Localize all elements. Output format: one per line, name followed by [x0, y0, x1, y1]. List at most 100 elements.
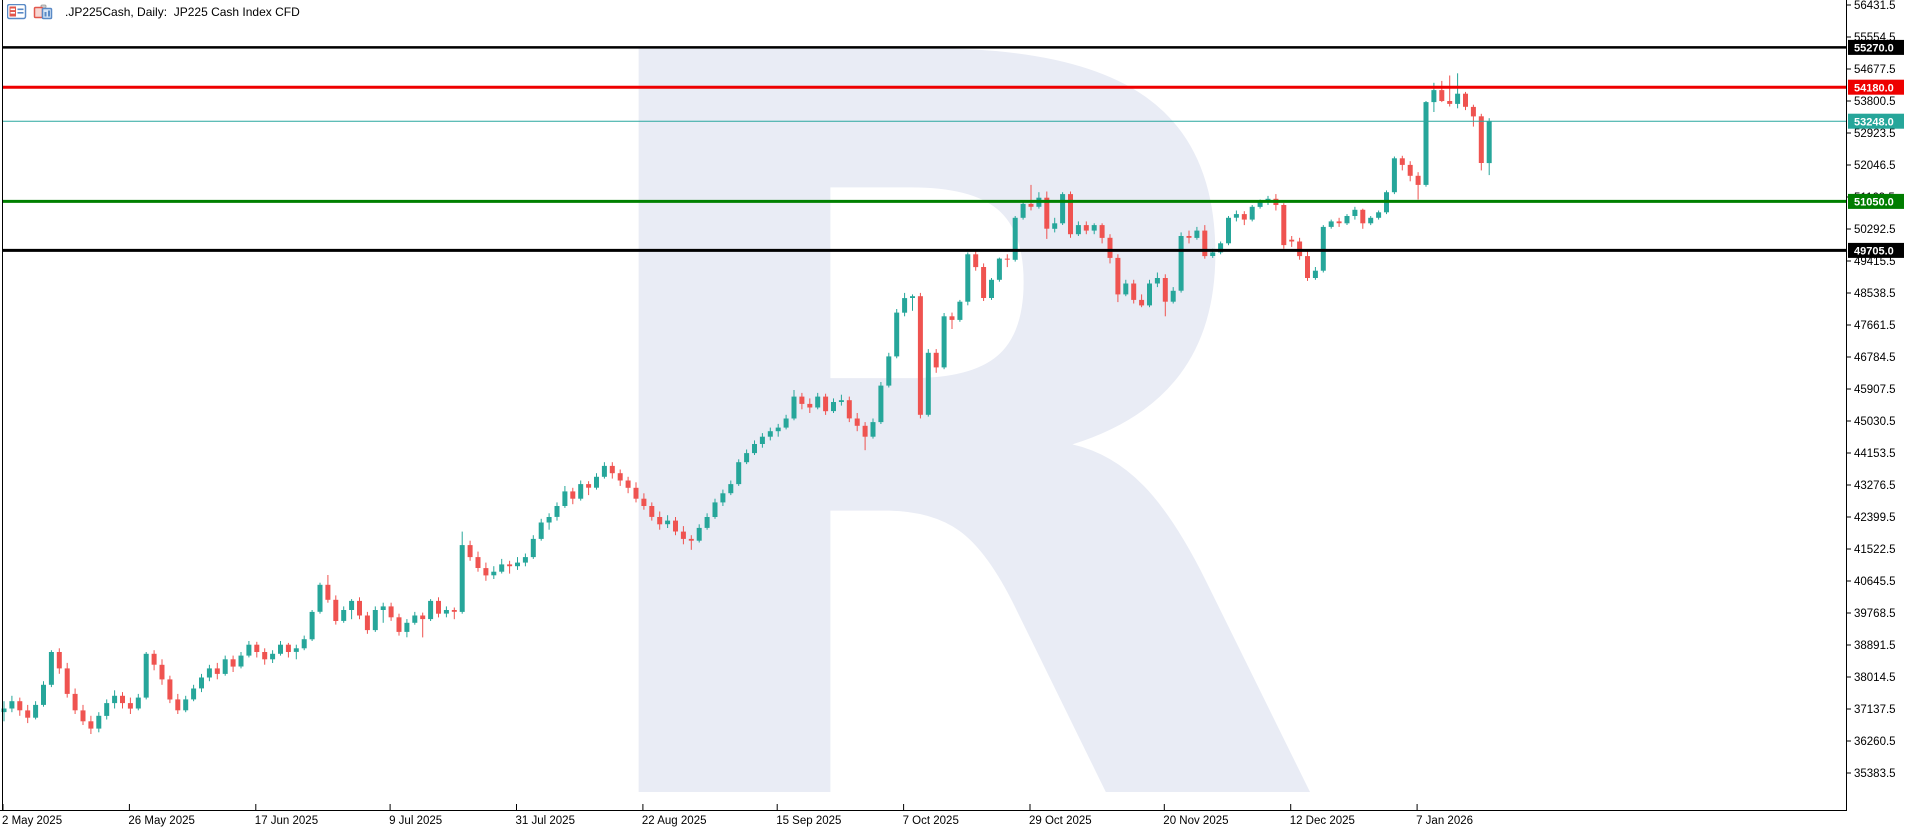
- candle-body: [1, 708, 7, 713]
- candle-body: [712, 502, 718, 517]
- candle-body: [649, 506, 655, 517]
- candle-body: [17, 701, 23, 711]
- candle-body: [862, 425, 868, 437]
- candle-body: [1107, 237, 1113, 258]
- candle-body: [1194, 230, 1200, 238]
- candle-body: [1178, 236, 1184, 291]
- candle-body: [1004, 258, 1010, 260]
- price-tick-label: 38891.5: [1854, 640, 1896, 652]
- price-badge-label: 49705.0: [1854, 246, 1894, 258]
- new-chart-icon[interactable]: [33, 4, 53, 20]
- price-tick-label: 36260.5: [1854, 736, 1896, 748]
- candle-body: [704, 517, 710, 528]
- candle-body: [570, 491, 576, 499]
- price-badge-current-price: [1848, 113, 1904, 129]
- candle-body: [309, 611, 315, 640]
- candle-body: [364, 615, 370, 631]
- time-tick-label: 20 Nov 2025: [1163, 815, 1228, 827]
- price-badge-resistance: [1848, 79, 1904, 95]
- candle-body: [783, 418, 789, 428]
- candle-body: [1075, 225, 1081, 235]
- candle-body: [175, 699, 181, 711]
- candle-body: [412, 615, 418, 623]
- candle-body: [870, 422, 876, 437]
- price-tick-label: 52923.5: [1854, 128, 1896, 140]
- price-badge-label: 55270.0: [1854, 43, 1894, 55]
- candle-body: [1305, 256, 1310, 278]
- candle-body: [48, 652, 54, 685]
- candle-body: [831, 402, 836, 412]
- candles: [1, 73, 1492, 734]
- price-tick-label: 48538.5: [1854, 288, 1896, 300]
- price-axis[interactable]: 56431.555554.554677.553800.552923.552046…: [1846, 0, 1896, 780]
- candle-wick: [382, 602, 384, 623]
- price-badge-support: [1848, 193, 1904, 209]
- candle-body: [206, 668, 212, 678]
- candle-body: [1470, 106, 1476, 117]
- candle-body: [33, 704, 39, 718]
- candle-body: [127, 703, 133, 709]
- candle-body: [199, 677, 204, 689]
- candle-body: [1320, 226, 1326, 271]
- candle-body: [317, 584, 323, 612]
- candle-body: [159, 664, 165, 680]
- candle-body: [1478, 116, 1484, 163]
- candle-body: [775, 427, 781, 432]
- price-tick-label: 56431.5: [1854, 0, 1896, 12]
- candle-body: [143, 653, 149, 698]
- candle-body: [1486, 121, 1492, 164]
- candle-wick: [1006, 254, 1008, 268]
- candle-body: [1186, 236, 1192, 238]
- candle-body: [1249, 206, 1255, 220]
- candle-body: [744, 453, 750, 463]
- price-tick-label: 49415.5: [1854, 256, 1896, 268]
- symbol-list-icon[interactable]: [6, 3, 27, 20]
- price-tick-label: 35383.5: [1854, 768, 1896, 780]
- candle-body: [878, 385, 884, 423]
- candle-body: [894, 312, 900, 357]
- candle-wick: [509, 560, 511, 574]
- candle-body: [246, 644, 252, 656]
- candle-wick: [951, 312, 953, 329]
- candle-body: [1044, 197, 1050, 229]
- candle-body: [491, 571, 497, 576]
- candle-body: [428, 600, 434, 620]
- candle-body: [925, 352, 931, 415]
- candle-body: [459, 545, 465, 612]
- candle-body: [1423, 102, 1429, 185]
- candle-body: [1131, 283, 1137, 300]
- time-tick-label: 26 May 2025: [128, 815, 195, 827]
- candle-body: [981, 267, 987, 298]
- candle-body: [420, 615, 426, 620]
- candle-body: [191, 688, 197, 700]
- candle-body: [680, 531, 686, 539]
- candle-body: [80, 710, 86, 722]
- candle-body: [807, 403, 813, 408]
- price-tick-label: 41522.5: [1854, 544, 1896, 556]
- price-badge-label: 51050.0: [1854, 197, 1894, 209]
- candle-body: [1154, 278, 1160, 284]
- price-tick-label: 37137.5: [1854, 704, 1896, 716]
- candle-body: [262, 652, 268, 660]
- candle-wick: [912, 294, 913, 311]
- candle-body: [546, 517, 552, 523]
- candle-body: [388, 606, 394, 618]
- candle-body: [499, 564, 505, 572]
- candle-body: [1257, 201, 1263, 207]
- candle-body: [325, 584, 331, 600]
- candle-body: [823, 396, 829, 412]
- candle-body: [799, 396, 805, 404]
- watermark-logo: R: [545, 0, 1330, 829]
- price-tick-label: 53800.5: [1854, 96, 1896, 108]
- time-axis[interactable]: 2 May 2025 26 May 2025 17 Jun 2025 9 Jul 20…: [2, 804, 1473, 827]
- candle-body: [538, 522, 544, 539]
- candle-body: [467, 545, 473, 558]
- candle-body: [617, 473, 623, 481]
- price-tick-label: 40645.5: [1854, 576, 1896, 588]
- candle-body: [586, 484, 592, 488]
- price-tick-label: 45907.5: [1854, 384, 1896, 396]
- price-tick-label: 52046.5: [1854, 160, 1896, 172]
- candle-body: [767, 431, 773, 437]
- price-badge-support: [1848, 242, 1904, 258]
